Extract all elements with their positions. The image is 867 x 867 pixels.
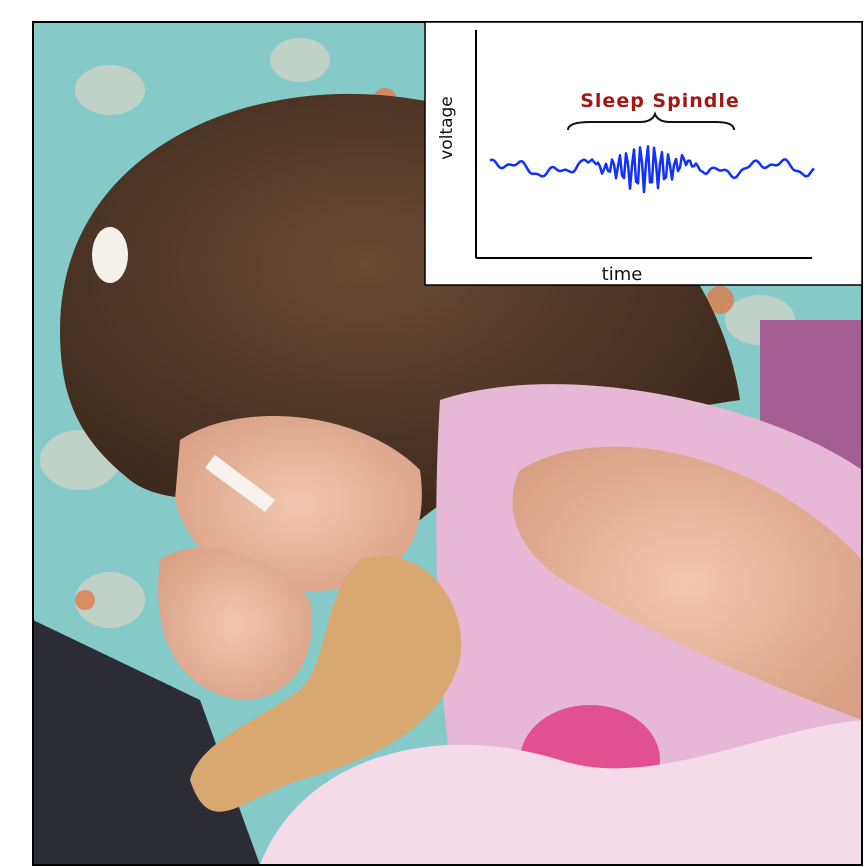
stuffed-toy [190,556,462,812]
arm [512,446,862,720]
inset-box [424,21,863,286]
x-axis-label: time [602,264,643,285]
tape [205,455,275,512]
inset-diagram: voltage time Sleep Spindle [424,21,863,286]
y-axis-label: voltage [437,96,457,160]
inset-title: Sleep Spindle [580,90,740,112]
electrode [92,227,128,283]
hand [158,547,312,700]
brace [567,111,735,131]
blanket [260,720,862,865]
eeg-wave [489,145,815,194]
face [175,416,422,592]
